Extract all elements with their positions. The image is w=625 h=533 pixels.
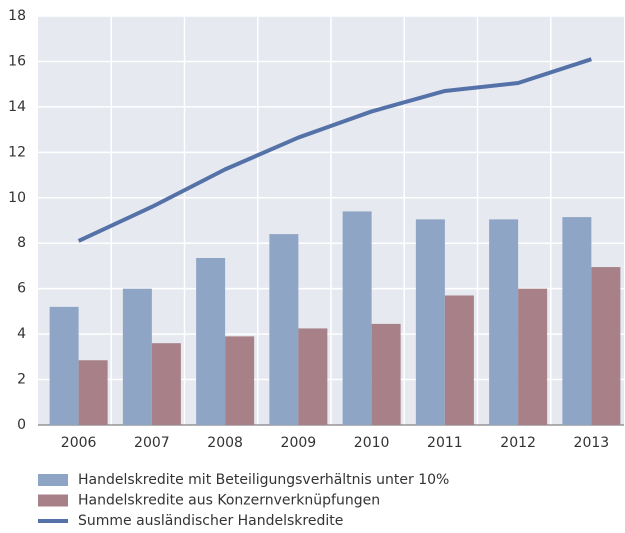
bar (562, 217, 592, 425)
x-tick-label: 2008 (207, 435, 243, 451)
x-tick-label: 2012 (500, 435, 536, 451)
y-tick-label: 10 (8, 190, 26, 206)
bar (196, 257, 226, 425)
bar (415, 219, 445, 425)
y-tick-label: 12 (8, 144, 26, 160)
bar (49, 306, 79, 425)
y-tick-label: 8 (17, 235, 26, 251)
legend-label: Summe ausländischer Handelskredite (78, 513, 343, 529)
x-tick-label: 2011 (427, 435, 463, 451)
y-tick-label: 16 (8, 53, 26, 69)
bar (269, 234, 299, 425)
y-tick-label: 14 (8, 99, 26, 115)
legend-label: Handelskredite mit Beteiligungsverhältni… (78, 472, 449, 488)
line (77, 57, 592, 243)
y-tick-label: 4 (17, 326, 26, 342)
x-tick-label: 2009 (281, 435, 317, 451)
x-tick-label: 2006 (61, 435, 97, 451)
bar (489, 219, 519, 425)
y-tick-label: 6 (17, 281, 26, 297)
bar (151, 343, 181, 425)
bar (371, 323, 401, 425)
legend-swatch (38, 519, 68, 523)
y-tick-label: 0 (17, 417, 26, 433)
legend-label: Handelskredite aus Konzernverknüpfungen (78, 493, 380, 509)
bar (444, 295, 474, 425)
bar (518, 288, 548, 425)
bar (225, 336, 255, 425)
x-tick-label: 2010 (354, 435, 390, 451)
bar (342, 211, 372, 425)
bar (298, 328, 328, 425)
x-tick-label: 2007 (134, 435, 170, 451)
x-tick-label: 2013 (574, 435, 610, 451)
y-tick-label: 18 (8, 8, 26, 24)
bar (122, 288, 152, 425)
legend-swatch (38, 494, 68, 507)
y-tick-label: 2 (17, 372, 26, 388)
legend-swatch (38, 474, 68, 486)
bar (78, 360, 108, 425)
bar (591, 267, 621, 425)
